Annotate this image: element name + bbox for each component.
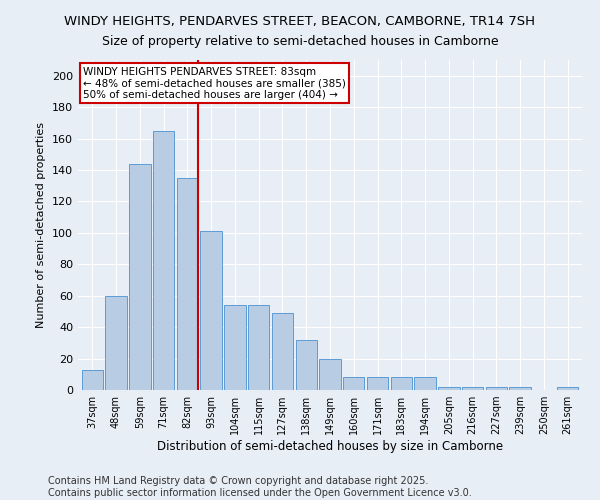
Bar <box>367 378 388 390</box>
Text: WINDY HEIGHTS, PENDARVES STREET, BEACON, CAMBORNE, TR14 7SH: WINDY HEIGHTS, PENDARVES STREET, BEACON,… <box>65 15 536 28</box>
Bar <box>438 387 460 390</box>
Bar <box>391 378 412 390</box>
Bar <box>200 232 222 390</box>
X-axis label: Distribution of semi-detached houses by size in Camborne: Distribution of semi-detached houses by … <box>157 440 503 453</box>
Text: Size of property relative to semi-detached houses in Camborne: Size of property relative to semi-detach… <box>101 35 499 48</box>
Bar <box>176 178 198 390</box>
Bar <box>415 378 436 390</box>
Bar <box>462 387 484 390</box>
Y-axis label: Number of semi-detached properties: Number of semi-detached properties <box>37 122 46 328</box>
Bar <box>106 296 127 390</box>
Bar <box>82 370 103 390</box>
Bar <box>343 378 364 390</box>
Bar <box>296 340 317 390</box>
Bar <box>319 358 341 390</box>
Bar <box>129 164 151 390</box>
Bar <box>509 387 531 390</box>
Bar <box>557 387 578 390</box>
Bar <box>272 313 293 390</box>
Text: Contains HM Land Registry data © Crown copyright and database right 2025.
Contai: Contains HM Land Registry data © Crown c… <box>48 476 472 498</box>
Bar <box>153 130 174 390</box>
Bar <box>224 305 245 390</box>
Text: WINDY HEIGHTS PENDARVES STREET: 83sqm
← 48% of semi-detached houses are smaller : WINDY HEIGHTS PENDARVES STREET: 83sqm ← … <box>83 66 346 100</box>
Bar <box>486 387 507 390</box>
Bar <box>248 305 269 390</box>
